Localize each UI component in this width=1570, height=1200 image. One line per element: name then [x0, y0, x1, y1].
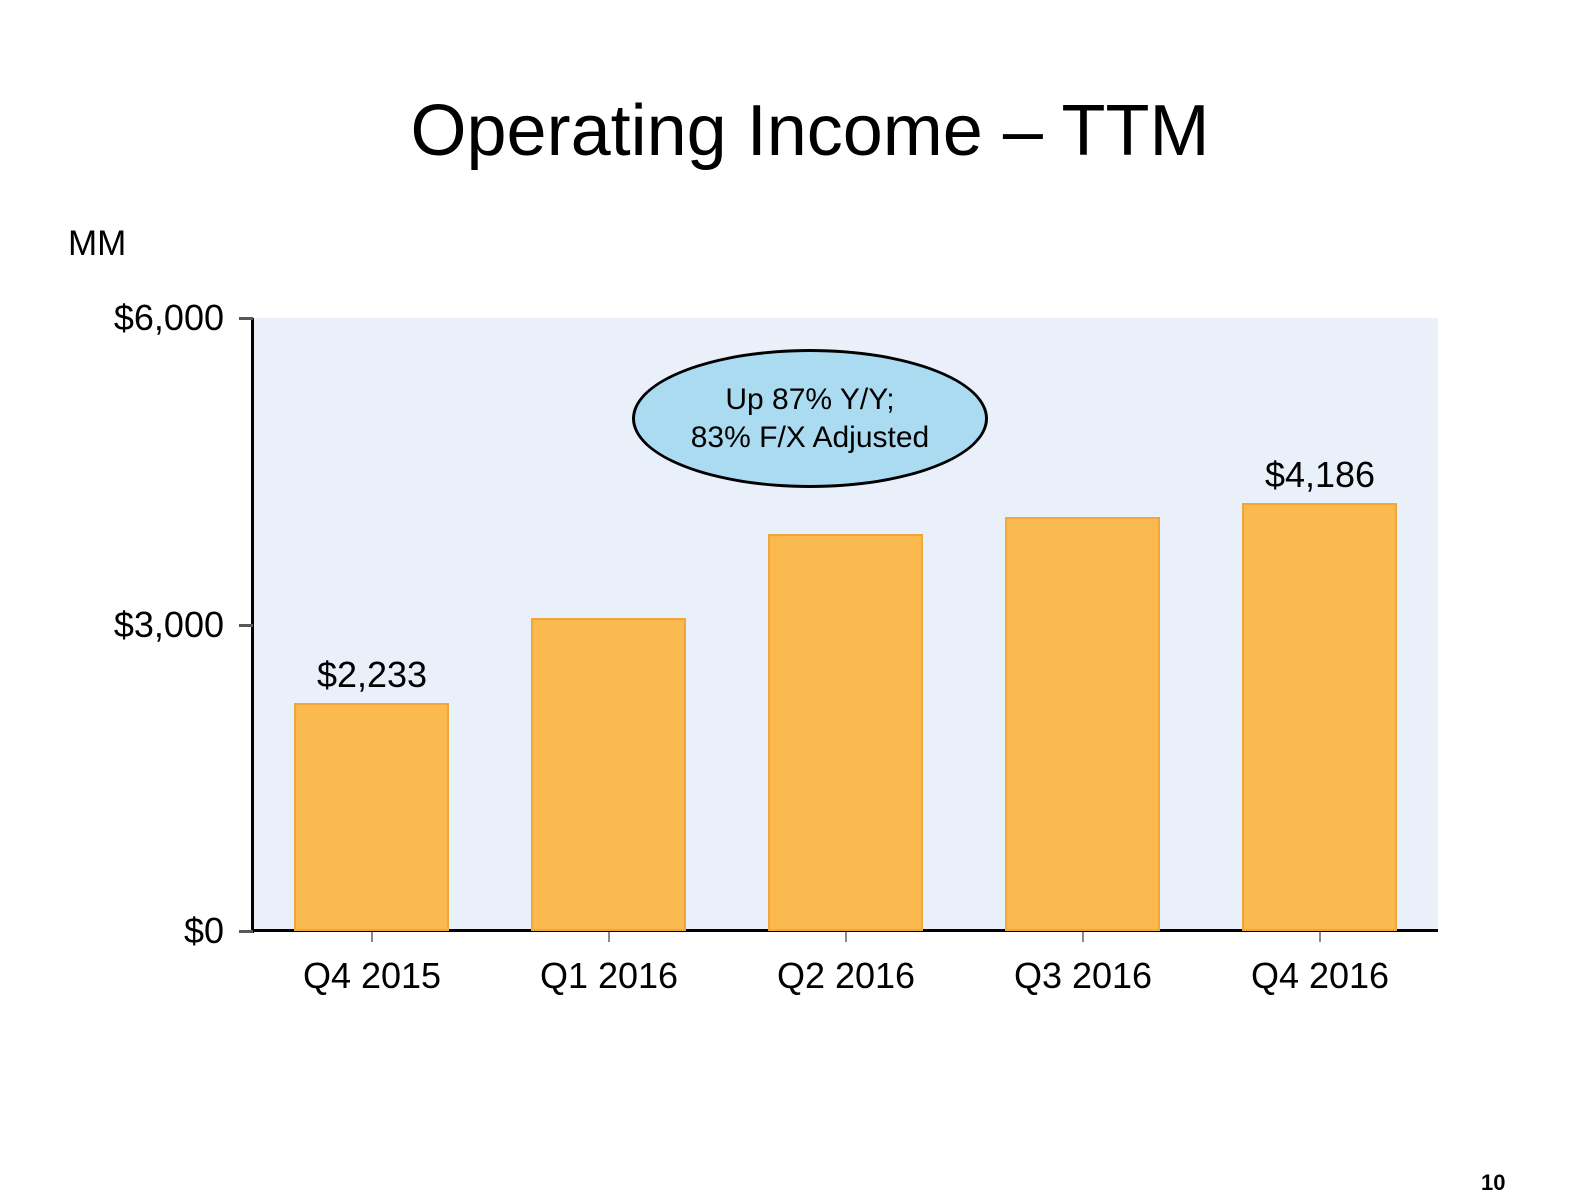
category-label-q4-2016: Q4 2016 [1250, 955, 1390, 996]
callout-line-2: 83% F/X Adjusted [690, 420, 930, 454]
category-label-q4-2015: Q4 2015 [302, 955, 442, 996]
bar-q3-2016 [1005, 517, 1160, 931]
y-tick-label: $3,000 [113, 604, 224, 645]
y-tick [239, 930, 253, 933]
bar-q4-2016 [1242, 503, 1397, 931]
bar-q4-2015 [294, 703, 449, 931]
x-tick [1082, 932, 1084, 942]
callout-line-1: Up 87% Y/Y; [725, 382, 895, 416]
x-tick [845, 932, 847, 942]
page-number: 10 [1481, 1170, 1506, 1195]
y-tick [239, 317, 253, 320]
x-tick [608, 932, 610, 942]
bar-value-label-q4-2016: $4,186 [1264, 454, 1376, 495]
y-tick-label: $0 [183, 910, 224, 951]
category-label-q3-2016: Q3 2016 [1013, 955, 1153, 996]
units-label: MM [68, 224, 127, 263]
bar-q1-2016 [531, 618, 686, 931]
x-tick [1319, 932, 1321, 942]
y-tick-label: $6,000 [113, 297, 224, 338]
bar-q2-2016 [768, 534, 923, 931]
x-tick [371, 932, 373, 942]
callout-ellipse: Up 87% Y/Y; 83% F/X Adjusted [632, 349, 988, 488]
bar-value-label-q4-2015: $2,233 [316, 654, 428, 695]
category-label-q2-2016: Q2 2016 [776, 955, 916, 996]
category-label-q1-2016: Q1 2016 [539, 955, 679, 996]
y-tick [239, 624, 253, 627]
slide-title: Operating Income – TTM [410, 91, 1210, 171]
